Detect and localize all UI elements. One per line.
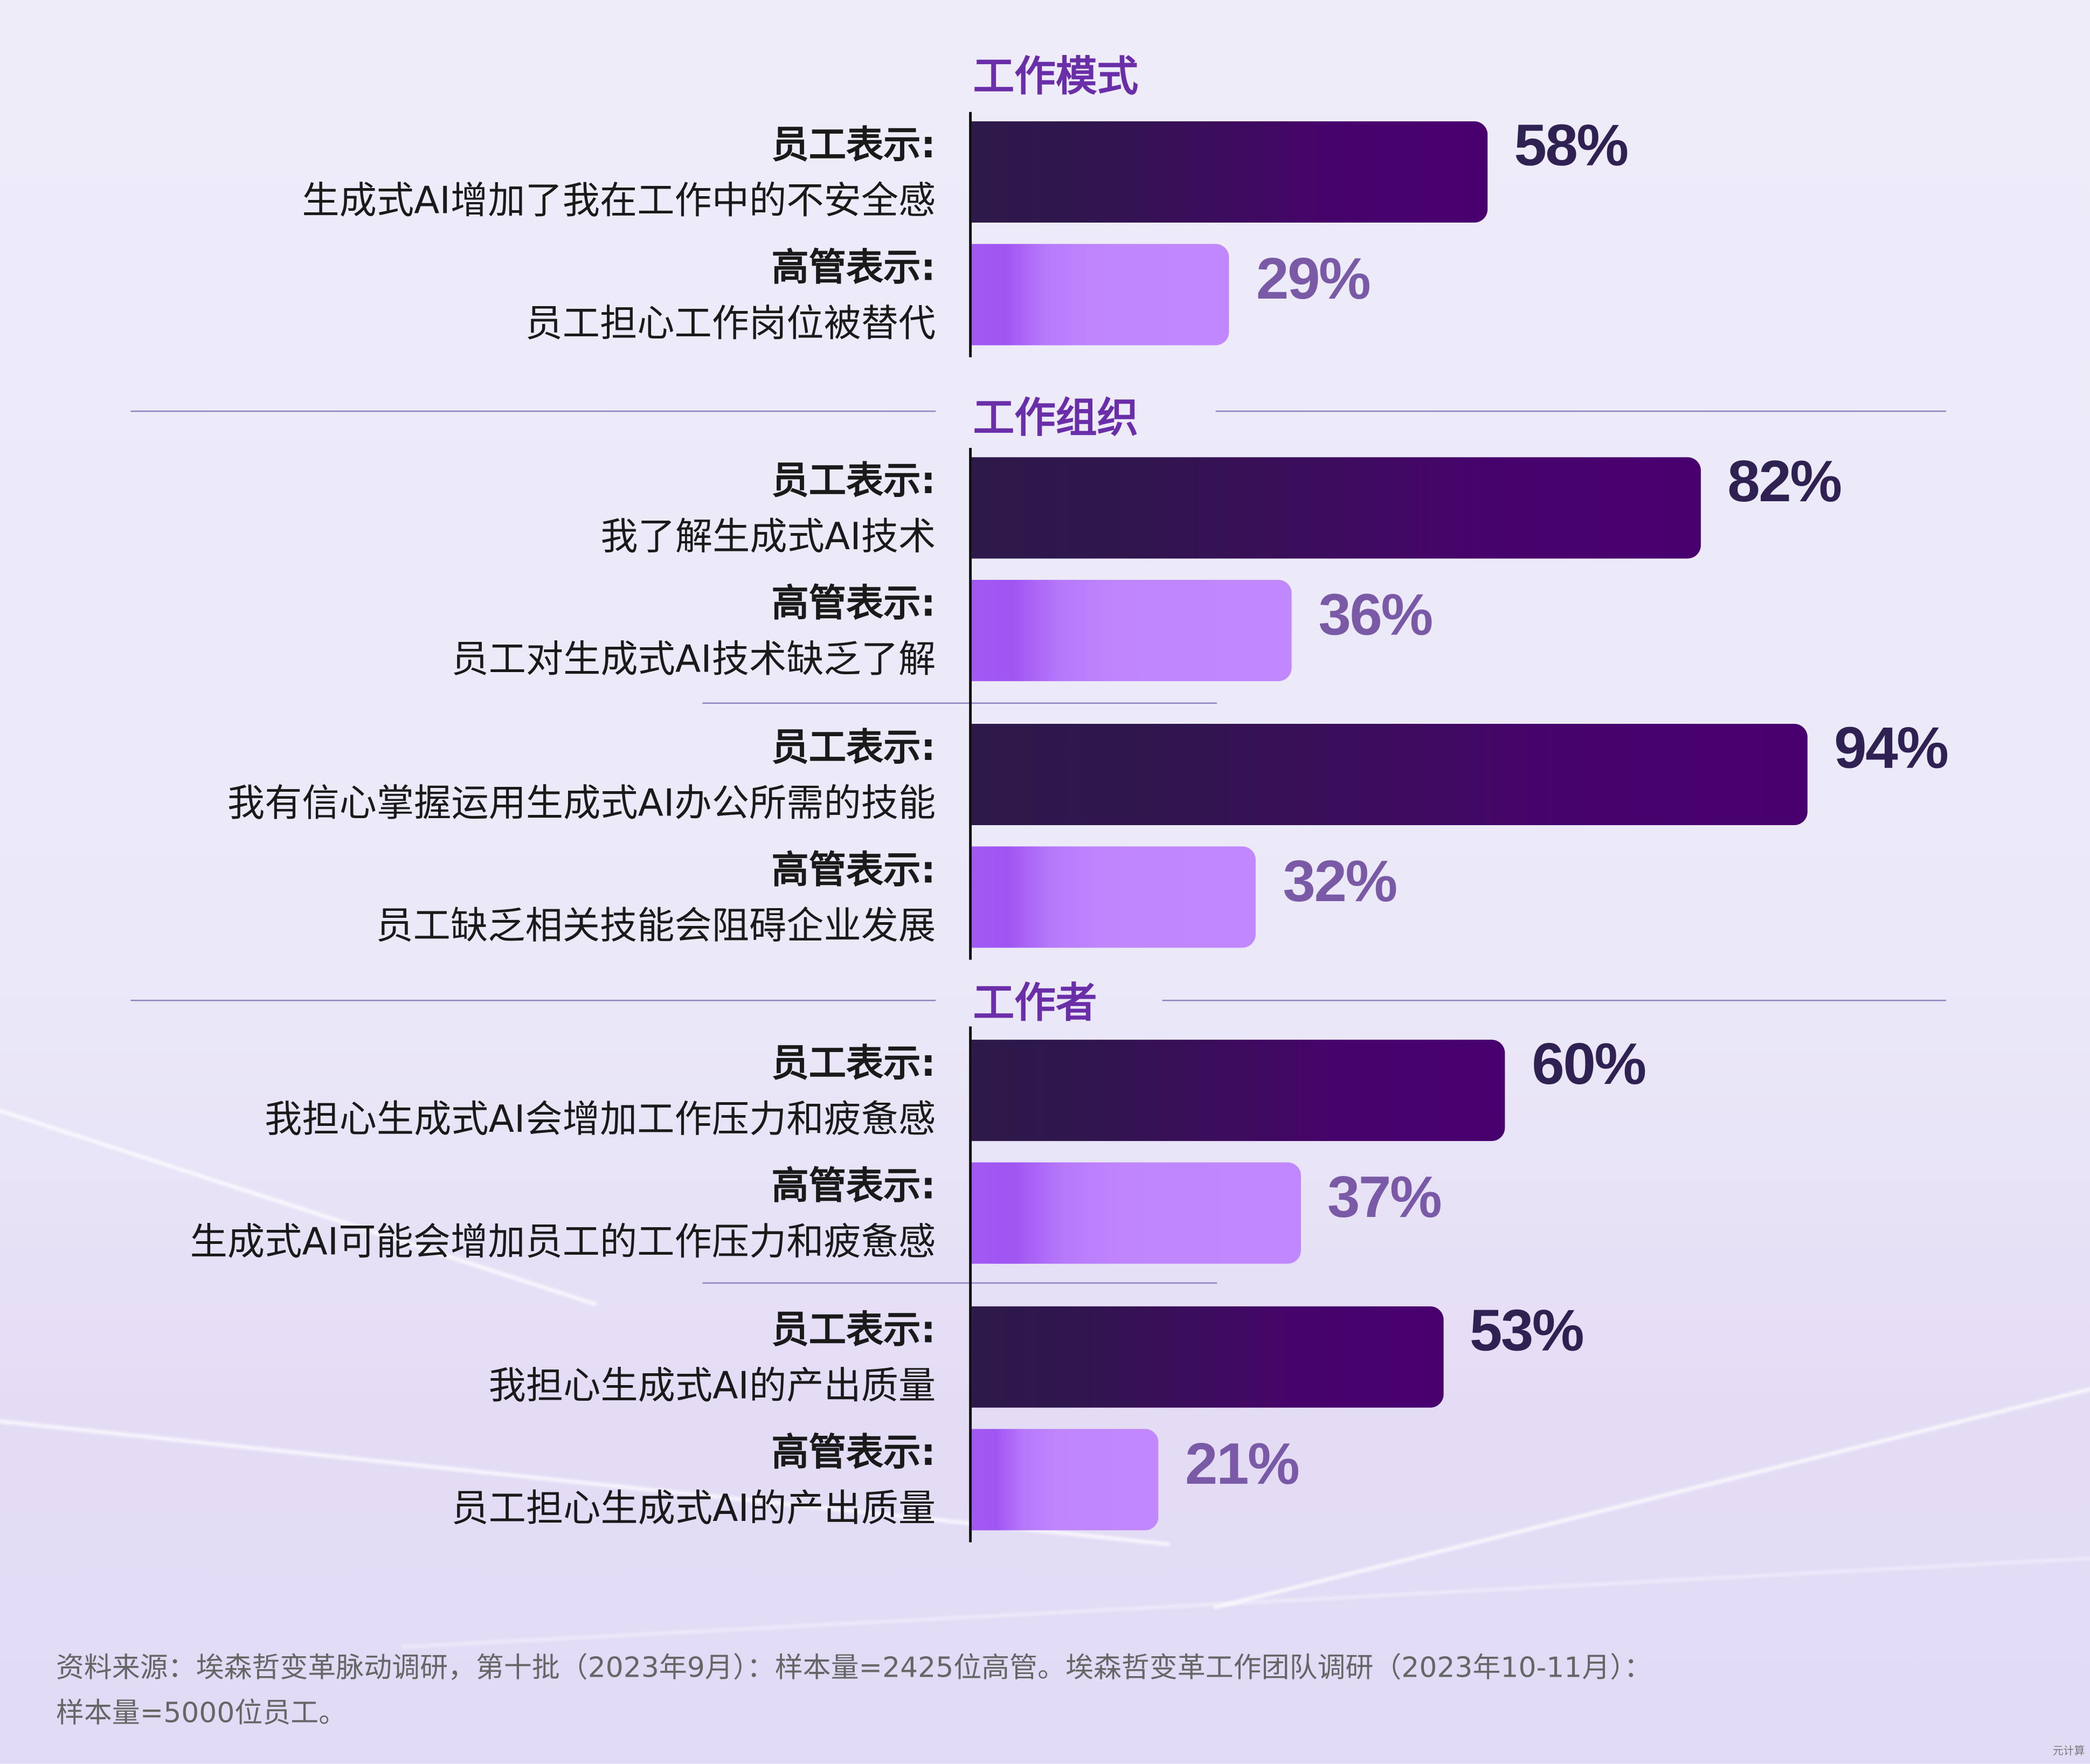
- bar-executive: [972, 1429, 1159, 1531]
- row-label: 高管表示: 员工缺乏相关技能会阻碍企业发展: [376, 844, 936, 956]
- bar-employee: [972, 724, 1808, 825]
- bar-employee: [972, 121, 1487, 223]
- statement-label: 我担心生成式AI的产出质量: [488, 1364, 936, 1408]
- group-divider: [702, 1282, 1217, 1284]
- source-line-1: 资料来源：埃森哲变革脉动调研，第十批（2023年9月）：样本量=2425位高管。…: [56, 1651, 1652, 1684]
- row-label: 高管表示: 员工担心生成式AI的产出质量: [451, 1426, 936, 1538]
- data-label: 32%: [1283, 849, 1397, 915]
- section-divider: [1215, 410, 1947, 412]
- background-streak: [1213, 1380, 2090, 1610]
- bar-employee: [972, 457, 1701, 559]
- statement-label: 我了解生成式AI技术: [600, 514, 936, 559]
- data-label: 58%: [1514, 113, 1629, 179]
- statement-label: 员工担心工作岗位被替代: [525, 301, 936, 345]
- respondent-label: 高管表示:: [771, 1164, 936, 1208]
- source-line-2: 样本量=5000位员工。: [56, 1697, 347, 1729]
- row-label: 员工表示: 我担心生成式AI会增加工作压力和疲惫感: [265, 1037, 936, 1149]
- section-divider: [130, 410, 936, 412]
- row-label: 高管表示: 员工对生成式AI技术缺乏了解: [451, 577, 936, 689]
- data-label: 37%: [1327, 1165, 1442, 1230]
- statement-label: 员工缺乏相关技能会阻碍企业发展: [376, 903, 936, 948]
- row-label: 员工表示: 生成式AI增加了我在工作中的不安全感: [302, 119, 936, 231]
- section-title: 工作模式: [973, 53, 1139, 101]
- data-label: 29%: [1256, 246, 1371, 312]
- group-divider: [702, 702, 1217, 704]
- respondent-label: 员工表示:: [771, 1308, 936, 1352]
- data-label: 21%: [1185, 1431, 1300, 1497]
- section-title: 工作组织: [973, 395, 1139, 443]
- row-label: 员工表示: 我了解生成式AI技术: [600, 454, 936, 566]
- row-label: 高管表示: 生成式AI可能会增加员工的工作压力和疲惫感: [190, 1160, 936, 1272]
- statement-label: 生成式AI可能会增加员工的工作压力和疲惫感: [190, 1220, 936, 1264]
- statement-label: 员工担心生成式AI的产出质量: [451, 1486, 936, 1531]
- bar-employee: [972, 1040, 1505, 1142]
- data-label: 53%: [1469, 1298, 1584, 1364]
- respondent-label: 员工表示:: [771, 122, 936, 167]
- data-label: 94%: [1834, 716, 1949, 781]
- respondent-label: 高管表示:: [771, 245, 936, 289]
- source-note: 资料来源：埃森哲变革脉动调研，第十批（2023年9月）：样本量=2425位高管。…: [56, 1645, 1652, 1735]
- respondent-label: 高管表示:: [771, 581, 936, 625]
- respondent-label: 员工表示:: [771, 1041, 936, 1085]
- bar-executive: [972, 579, 1292, 681]
- watermark: 元计算: [2052, 1745, 2085, 1757]
- statement-label: 我担心生成式AI会增加工作压力和疲惫感: [265, 1097, 936, 1142]
- row-label: 员工表示: 我有信心掌握运用生成式AI办公所需的技能: [227, 721, 936, 833]
- section-divider: [1162, 999, 1947, 1001]
- background-streak: [400, 1554, 2090, 1649]
- section-title: 工作者: [973, 979, 1097, 1028]
- bar-executive: [972, 846, 1256, 948]
- section-divider: [130, 999, 936, 1001]
- data-label: 60%: [1532, 1032, 1646, 1097]
- row-label: 高管表示: 员工担心工作岗位被替代: [525, 241, 936, 354]
- y-axis-line: [969, 1026, 972, 1542]
- respondent-label: 员工表示:: [771, 725, 936, 770]
- respondent-label: 员工表示:: [771, 458, 936, 503]
- data-label: 82%: [1727, 449, 1842, 515]
- y-axis-line: [969, 112, 972, 357]
- bar-executive: [972, 1162, 1301, 1264]
- respondent-label: 高管表示:: [771, 848, 936, 892]
- y-axis-line: [969, 448, 972, 960]
- bar-employee: [972, 1306, 1443, 1408]
- statement-label: 员工对生成式AI技术缺乏了解: [451, 637, 936, 681]
- statement-label: 生成式AI增加了我在工作中的不安全感: [302, 178, 936, 223]
- data-label: 36%: [1318, 582, 1433, 648]
- row-label: 员工表示: 我担心生成式AI的产出质量: [489, 1304, 936, 1416]
- statement-label: 我有信心掌握运用生成式AI办公所需的技能: [227, 781, 936, 825]
- bar-executive: [972, 244, 1230, 345]
- respondent-label: 高管表示:: [771, 1430, 936, 1475]
